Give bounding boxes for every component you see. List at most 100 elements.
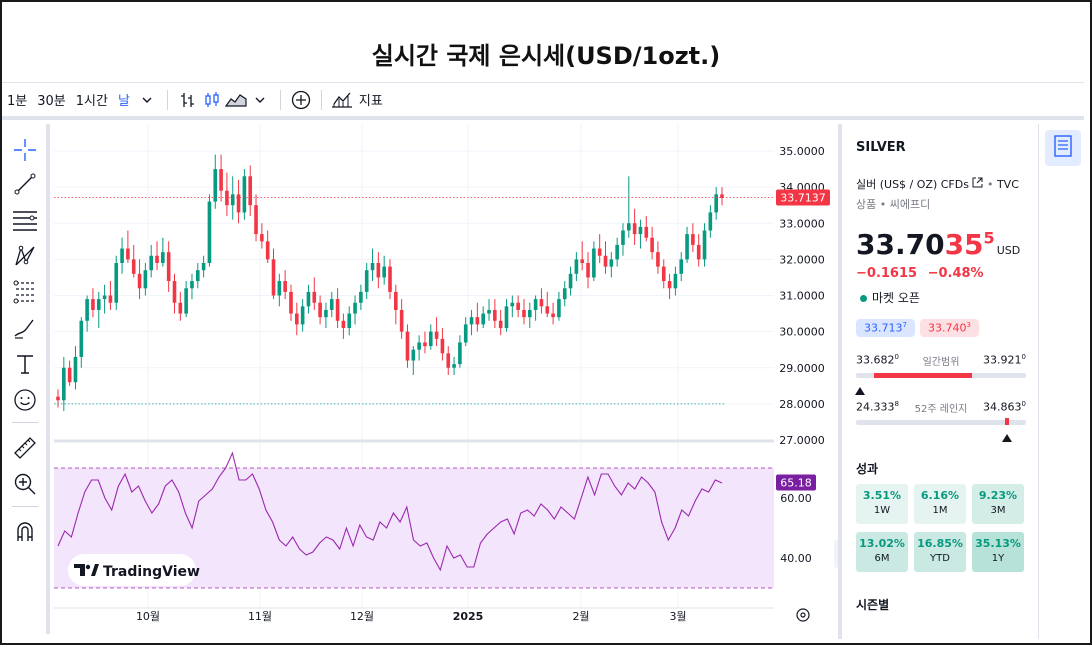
ruler-icon[interactable] xyxy=(11,434,39,462)
perf-6m[interactable]: 13.02% 6M xyxy=(856,532,908,572)
brush-icon[interactable] xyxy=(11,314,39,342)
fib-retracement-icon[interactable] xyxy=(11,278,39,306)
area-chart-type-icon[interactable] xyxy=(224,88,248,112)
trend-line-icon[interactable] xyxy=(11,170,39,198)
symbol-details-panel: SILVER 실버 (US$ / OZ) CFDs • TVC 상품 • 씨에프… xyxy=(838,124,1038,639)
symbol-description: 실버 (US$ / OZ) CFDs • TVC xyxy=(856,177,1019,191)
rsi-line xyxy=(57,451,723,572)
candle-body xyxy=(446,353,451,368)
candle-body xyxy=(295,313,299,325)
perf-1y[interactable]: 35.13% 1Y xyxy=(972,532,1024,572)
candle-body xyxy=(96,299,101,310)
candle-chart-type-icon[interactable] xyxy=(200,88,224,112)
pattern-icon[interactable] xyxy=(11,242,39,270)
tools-divider xyxy=(12,506,38,507)
text-tool-icon[interactable] xyxy=(11,350,39,378)
candle-body xyxy=(230,194,235,206)
52wk-range-bar xyxy=(856,418,1026,425)
tools-divider xyxy=(12,422,38,423)
symbol-description-text[interactable]: 실버 (US$ / OZ) CFDs xyxy=(856,178,969,191)
x-tick-label: 10월 xyxy=(136,610,160,623)
drawing-toolbar xyxy=(2,124,50,634)
toolbar-divider xyxy=(279,89,281,110)
candle-body xyxy=(102,295,107,300)
magnet-icon[interactable] xyxy=(11,518,39,546)
candle-body xyxy=(504,306,509,329)
seasonals-title: 시즌별 xyxy=(856,598,890,612)
day-range-label: 일간범위 xyxy=(922,357,960,368)
zoom-in-icon[interactable] xyxy=(11,470,39,498)
chevron-down-icon[interactable] xyxy=(248,88,272,112)
interval-day-button[interactable]: 날 xyxy=(117,94,130,109)
horizontal-lines-icon[interactable] xyxy=(11,206,39,234)
candle-body xyxy=(329,299,334,310)
ask-price: 33.7403 xyxy=(920,319,979,337)
candle-body xyxy=(172,281,177,303)
candle-body xyxy=(131,259,136,274)
y-tick-label: 29.0000 xyxy=(779,362,825,375)
market-status[interactable]: 마켓 오픈 xyxy=(860,289,920,306)
price-main: 33.70 xyxy=(856,228,945,261)
crosshair-icon[interactable] xyxy=(11,136,39,164)
day-low: 33.6820 xyxy=(856,353,899,367)
candle-body xyxy=(702,230,707,260)
52wk-range-fill xyxy=(1005,418,1010,425)
candle-body xyxy=(714,194,718,213)
add-compare-icon[interactable] xyxy=(289,88,313,112)
x-tick-label: 2월 xyxy=(572,610,589,623)
perf-3m[interactable]: 9.23% 3M xyxy=(972,484,1024,524)
candle-body xyxy=(213,169,218,202)
chart-settings-icon[interactable] xyxy=(796,608,810,622)
perf-1w[interactable]: 3.51% 1W xyxy=(856,484,908,524)
52wk-range-row: 24.3338 52주 레인지 34.8630 xyxy=(856,400,1026,415)
candle-body xyxy=(219,169,223,191)
candle-body xyxy=(423,342,427,347)
bar-chart-type-icon[interactable] xyxy=(176,88,200,112)
chevron-down-icon[interactable] xyxy=(135,88,159,112)
candle-body xyxy=(161,252,165,263)
candle-body xyxy=(609,259,614,267)
perf-1m[interactable]: 6.16% 1M xyxy=(914,484,966,524)
price-chart[interactable]: 35.000034.000033.000032.000031.000030.00… xyxy=(54,124,834,634)
candle-body xyxy=(137,273,142,289)
candle-body xyxy=(195,270,200,282)
candle-body xyxy=(184,288,188,314)
candle-body xyxy=(85,299,89,321)
indicators-button[interactable]: 지표 xyxy=(358,94,383,109)
interval-30m-button[interactable]: 30분 xyxy=(37,94,66,109)
exchange-label[interactable]: TVC xyxy=(996,178,1019,191)
candle-body xyxy=(108,295,113,303)
interval-1m-button[interactable]: 1분 xyxy=(7,94,28,109)
candle-body xyxy=(73,356,78,383)
candle-body xyxy=(481,313,485,325)
x-tick-label: 2025 xyxy=(453,610,484,623)
candle-body xyxy=(417,342,421,350)
category-label[interactable]: 상품 xyxy=(856,198,877,211)
svg-text:33.7137: 33.7137 xyxy=(780,191,826,204)
candle-body xyxy=(248,176,253,206)
candle-body xyxy=(405,331,410,361)
candle-body xyxy=(469,317,474,325)
subcategory-label[interactable]: 씨에프디 xyxy=(889,198,931,211)
last-price-label: 33.7137 xyxy=(776,189,830,206)
candle-body xyxy=(673,273,678,289)
chart-pane[interactable]: 35.0000 34.0000 33.0000 32.0000 31.0000 30.00… xyxy=(54,124,834,634)
tradingview-watermark[interactable]: TradingView xyxy=(68,554,200,586)
candle-body xyxy=(166,252,171,282)
candle-body xyxy=(300,306,305,325)
price-scale[interactable] xyxy=(774,124,834,634)
external-link-icon[interactable] xyxy=(972,177,987,191)
interval-1h-button[interactable]: 1시간 xyxy=(75,94,108,109)
candle-body xyxy=(458,342,462,365)
candle-body xyxy=(615,244,619,260)
emoji-icon[interactable] xyxy=(11,386,39,414)
candle-body xyxy=(190,281,194,289)
symbol-category: 상품 • 씨에프디 xyxy=(856,198,931,211)
perf-ytd[interactable]: 16.85% YTD xyxy=(914,532,966,572)
toolbar-divider xyxy=(320,89,322,110)
x-tick-label: 12월 xyxy=(350,610,374,623)
indicators-icon[interactable] xyxy=(330,88,354,112)
day-range-fill xyxy=(874,373,972,378)
candle-body xyxy=(574,259,579,274)
watchlist-details-button[interactable] xyxy=(1045,130,1081,166)
